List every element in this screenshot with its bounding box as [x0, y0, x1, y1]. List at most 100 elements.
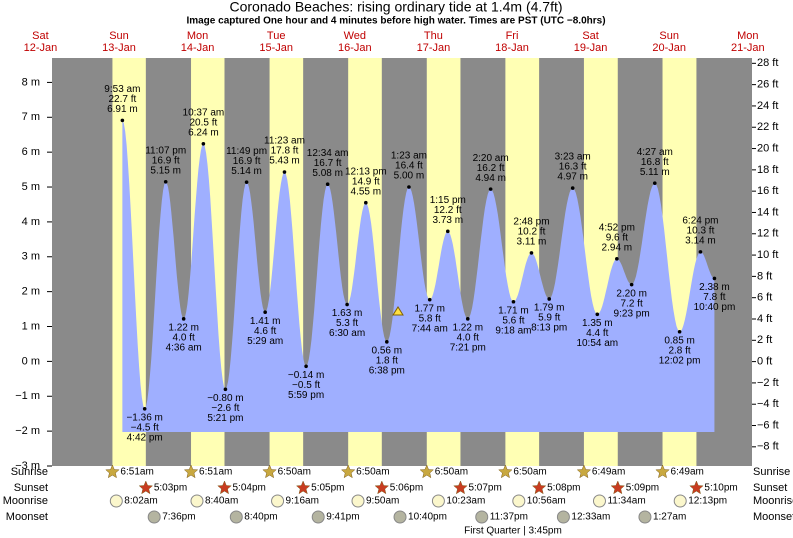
plot-layer — [112, 58, 715, 466]
tide-label: 9:23 pm — [614, 308, 650, 319]
current-marker — [392, 306, 404, 316]
tide-label: 6:38 pm — [369, 365, 405, 376]
moonrise-time: 10:56am — [527, 496, 566, 507]
y2-tick-label: 28 ft — [757, 57, 778, 69]
moonrise-time: 9:50am — [366, 496, 399, 507]
tide-label: 3.73 m — [433, 215, 464, 226]
sunset-icon — [295, 480, 311, 495]
tide-label: 22.7 ft — [108, 94, 136, 105]
tide-label: 4.94 m — [475, 173, 506, 184]
day-name: Sat — [32, 30, 49, 42]
tide-label: 4.0 ft — [173, 332, 195, 343]
sunset-icon — [689, 480, 704, 495]
tide-point — [181, 317, 186, 321]
y-tick-label: 8 m — [22, 76, 40, 88]
y2-tick-label: 22 ft — [757, 121, 778, 133]
tide-label: 7.8 ft — [703, 292, 725, 303]
tide-label: 10.2 ft — [518, 227, 546, 238]
sunrise-time: 6:51am — [199, 467, 232, 478]
tide-point — [465, 317, 470, 321]
moonset-icon — [147, 510, 161, 524]
sunset-time: 5:07pm — [468, 483, 501, 494]
tide-label: 1:15 pm — [430, 195, 466, 206]
y-tick-label: 2 m — [22, 286, 40, 298]
tide-point — [712, 276, 717, 281]
sunrise-icon — [498, 464, 513, 479]
moonrise-time: 11:34am — [607, 496, 645, 507]
sunrise-icon — [183, 464, 199, 479]
sunset-icon — [610, 480, 626, 495]
y2-tick-label: 14 ft — [757, 206, 778, 218]
sunrise-icon — [576, 464, 592, 479]
tide-label: 11:23 am — [264, 136, 305, 147]
tide-label: 3.11 m — [517, 237, 547, 248]
moonset-time: 10:40pm — [408, 512, 447, 523]
tide-area — [122, 120, 715, 433]
tide-label: 16.7 ft — [314, 158, 342, 169]
row-label-right: Moonrise — [753, 495, 793, 507]
day-name: Mon — [187, 30, 208, 42]
tide-label: 4.55 m — [351, 186, 382, 197]
tide-label: 4:42 pm — [127, 432, 163, 443]
tide-label: 12:02 pm — [659, 355, 701, 366]
moonset-time: 9:41pm — [326, 512, 359, 523]
sunset-icon — [374, 480, 390, 495]
tide-label: 6:24 pm — [682, 216, 718, 227]
row-label-left: Moonset — [6, 511, 48, 523]
day-name: Sat — [582, 30, 599, 42]
tide-label: 5.14 m — [231, 166, 262, 177]
tide-label: 12:34 am — [307, 148, 349, 159]
y-tick-label: 0 m — [22, 355, 40, 367]
y2-tick-label: 20 ft — [757, 142, 778, 154]
tide-label: 6:30 am — [329, 328, 365, 339]
sunrise-time: 6:50am — [513, 467, 546, 478]
tide-label: 16.3 ft — [559, 162, 587, 173]
tide-label: 6.24 m — [188, 127, 219, 138]
tide-label: 20.5 ft — [189, 117, 217, 128]
tide-label: 16.2 ft — [477, 163, 505, 174]
row-label-left: Moonrise — [3, 495, 48, 507]
day-name: Mon — [737, 30, 758, 42]
tide-label: 2.94 m — [602, 243, 633, 254]
day-name: Sun — [659, 30, 679, 42]
tide-point — [677, 329, 682, 334]
chart-title: Coronado Beaches: rising ordinary tide a… — [229, 0, 562, 15]
sunrise-time: 6:49am — [671, 467, 704, 478]
tide-label: 1.79 m — [534, 303, 565, 314]
y2-tick-label: 0 ft — [757, 356, 772, 368]
sunset-time: 5:09pm — [626, 483, 659, 494]
tide-label: −4.5 ft — [131, 422, 159, 433]
sunset-icon — [138, 480, 154, 495]
tide-label: 4.6 ft — [254, 326, 276, 337]
day-date: 20-Jan — [652, 42, 686, 54]
row-label-left: Sunset — [14, 482, 48, 494]
tide-label: 5.8 ft — [419, 313, 441, 324]
tide-label: −1.36 m — [126, 412, 162, 423]
day-name: Sun — [109, 30, 129, 42]
tide-point — [595, 312, 600, 317]
moonrise-icon — [592, 494, 606, 508]
row-label-right: Moonset — [753, 511, 793, 523]
moonset-icon — [638, 510, 652, 524]
sunrise-time: 6:50am — [278, 467, 311, 478]
tide-label: 10:37 am — [183, 107, 225, 118]
tide-label: 4.97 m — [557, 172, 588, 183]
y2-tick-label: 6 ft — [757, 292, 772, 304]
moonrise-icon — [512, 494, 526, 508]
tide-point — [282, 170, 287, 174]
tide-label: 5:59 pm — [288, 390, 324, 401]
tide-label: 17.8 ft — [271, 146, 299, 157]
tide-point — [407, 185, 411, 189]
tide-label: 1.71 m — [498, 305, 529, 316]
y-tick-label: 3 m — [22, 251, 40, 263]
tide-label: 5.9 ft — [538, 313, 560, 324]
tide-label: 12.2 ft — [434, 205, 462, 216]
sunrise-icon — [419, 464, 435, 479]
sunset-icon — [453, 480, 468, 495]
tide-point — [629, 282, 634, 287]
sunrise-icon — [262, 464, 277, 479]
moonrise-icon — [190, 494, 204, 508]
tide-label: 1.8 ft — [376, 355, 398, 366]
tide-point — [547, 297, 552, 301]
tide-label: 5.08 m — [312, 168, 343, 179]
